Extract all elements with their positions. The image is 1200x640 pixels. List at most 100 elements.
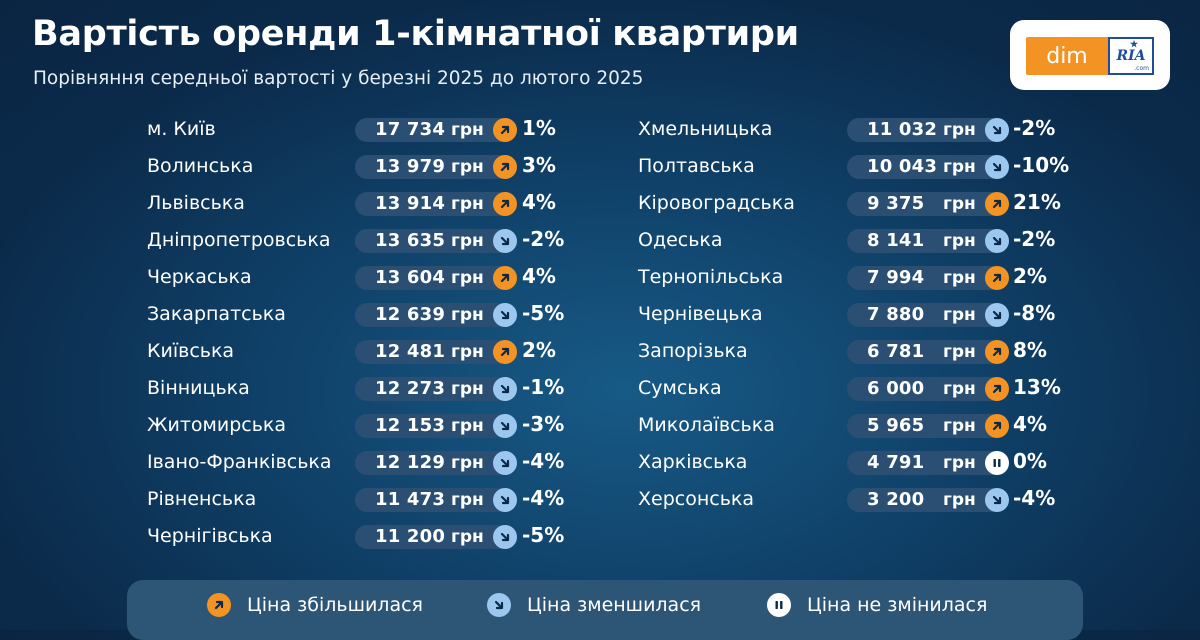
price-unit: грн	[943, 416, 976, 436]
price-value: 6 000	[867, 378, 925, 399]
price-unit: грн	[943, 157, 976, 177]
arrow-up-right-icon	[493, 155, 517, 179]
price-value: 11 032	[867, 119, 938, 140]
change-percent: -3%	[522, 412, 565, 436]
price-pill: 13 635 грн	[355, 229, 517, 253]
legend-item-same: Ціна не змінилася	[767, 593, 987, 617]
logo-dim-text: dim	[1026, 37, 1108, 75]
region-row: Херсонська 3 200 грн -4%	[638, 485, 1078, 522]
region-name: Київська	[147, 340, 235, 362]
region-name: Черкаська	[147, 266, 252, 288]
region-name: Запорізька	[638, 340, 748, 362]
region-name: Кіровоградська	[638, 192, 795, 214]
change-percent: -5%	[522, 301, 565, 325]
region-row: Вінницька 12 273 грн -1%	[147, 374, 587, 411]
price-unit: грн	[451, 231, 484, 251]
region-name: Закарпатська	[147, 303, 286, 325]
price-value: 13 604	[375, 267, 446, 288]
page-subtitle: Порівняння середньої вартості у березні …	[33, 68, 644, 89]
price-pill: 6 000 грн	[847, 377, 1009, 401]
price-value: 11 200	[375, 526, 446, 547]
price-pill: 11 473 грн	[355, 488, 517, 512]
region-name: Сумська	[638, 377, 722, 399]
legend-label-same: Ціна не змінилася	[807, 594, 988, 616]
price-pill: 13 914 грн	[355, 192, 517, 216]
change-percent: 13%	[1013, 375, 1061, 399]
region-row: Київська 12 481 грн 2%	[147, 337, 587, 374]
price-pill: 11 032 грн	[847, 118, 1009, 142]
page-title: Вартість оренди 1-кімнатної квартири	[32, 14, 799, 54]
price-value: 13 635	[375, 230, 446, 251]
arrow-down-right-icon	[985, 155, 1009, 179]
price-value: 17 734	[375, 119, 446, 140]
region-row: Черкаська 13 604 грн 4%	[147, 263, 587, 300]
region-row: Сумська 6 000 грн 13%	[638, 374, 1078, 411]
legend-item-down: Ціна зменшилася	[487, 593, 701, 617]
price-pill: 7 880 грн	[847, 303, 1009, 327]
change-percent: 4%	[522, 264, 556, 288]
price-pill: 12 153 грн	[355, 414, 517, 438]
arrow-down-right-icon	[493, 303, 517, 327]
change-percent: 21%	[1013, 190, 1061, 214]
arrow-down-right-icon	[493, 414, 517, 438]
region-row: Одеська 8 141 грн -2%	[638, 226, 1078, 263]
region-row: Хмельницька 11 032 грн -2%	[638, 115, 1078, 152]
price-value: 7 994	[867, 267, 925, 288]
price-value: 10 043	[867, 156, 938, 177]
change-percent: -2%	[1013, 227, 1056, 251]
region-row: Львівська 13 914 грн 4%	[147, 189, 587, 226]
price-pill: 6 781 грн	[847, 340, 1009, 364]
change-percent: -1%	[522, 375, 565, 399]
region-name: Івано-Франківська	[147, 451, 332, 473]
price-pill: 7 994 грн	[847, 266, 1009, 290]
pause-icon	[767, 593, 791, 617]
region-name: Чернівецька	[638, 303, 763, 325]
price-value: 9 375	[867, 193, 925, 214]
arrow-up-right-icon	[493, 266, 517, 290]
region-row: Запорізька 6 781 грн 8%	[638, 337, 1078, 374]
region-row: Закарпатська 12 639 грн -5%	[147, 300, 587, 337]
price-value: 6 781	[867, 341, 925, 362]
logo-ria-text: ★ RIA .com	[1108, 37, 1154, 75]
price-unit: грн	[451, 194, 484, 214]
price-unit: грн	[943, 231, 976, 251]
price-pill: 4 791 грн	[847, 451, 1009, 475]
price-value: 13 979	[375, 156, 446, 177]
price-value: 7 880	[867, 304, 925, 325]
price-value: 12 273	[375, 378, 446, 399]
dimria-logo[interactable]: dim ★ RIA .com	[1010, 20, 1170, 90]
price-value: 11 473	[375, 489, 446, 510]
region-name: Дніпропетровська	[147, 229, 331, 251]
price-unit: грн	[943, 268, 976, 288]
region-name: Тернопільська	[638, 266, 784, 288]
price-value: 3 200	[867, 489, 925, 510]
arrow-up-right-icon	[985, 377, 1009, 401]
region-name: Рівненська	[147, 488, 257, 510]
change-percent: 2%	[1013, 264, 1047, 288]
change-percent: -5%	[522, 523, 565, 547]
region-row: Харківська 4 791 грн 0%	[638, 448, 1078, 485]
arrow-up-right-icon	[207, 593, 231, 617]
price-unit: грн	[451, 490, 484, 510]
price-value: 8 141	[867, 230, 925, 251]
region-row: Миколаївська 5 965 грн 4%	[638, 411, 1078, 448]
price-value: 12 481	[375, 341, 446, 362]
region-row: Полтавська 10 043 грн -10%	[638, 152, 1078, 189]
change-percent: -4%	[522, 449, 565, 473]
region-name: Волинська	[147, 155, 254, 177]
change-percent: 3%	[522, 153, 556, 177]
arrow-up-right-icon	[985, 414, 1009, 438]
arrow-down-right-icon	[487, 593, 511, 617]
price-unit: грн	[451, 416, 484, 436]
price-pill: 10 043 грн	[847, 155, 1009, 179]
arrow-down-right-icon	[985, 118, 1009, 142]
price-value: 12 639	[375, 304, 446, 325]
pause-icon	[985, 451, 1009, 475]
arrow-up-right-icon	[985, 340, 1009, 364]
price-value: 13 914	[375, 193, 446, 214]
region-name: Харківська	[638, 451, 748, 473]
arrow-down-right-icon	[985, 488, 1009, 512]
price-pill: 13 604 грн	[355, 266, 517, 290]
arrow-up-right-icon	[985, 192, 1009, 216]
region-name: Львівська	[147, 192, 245, 214]
